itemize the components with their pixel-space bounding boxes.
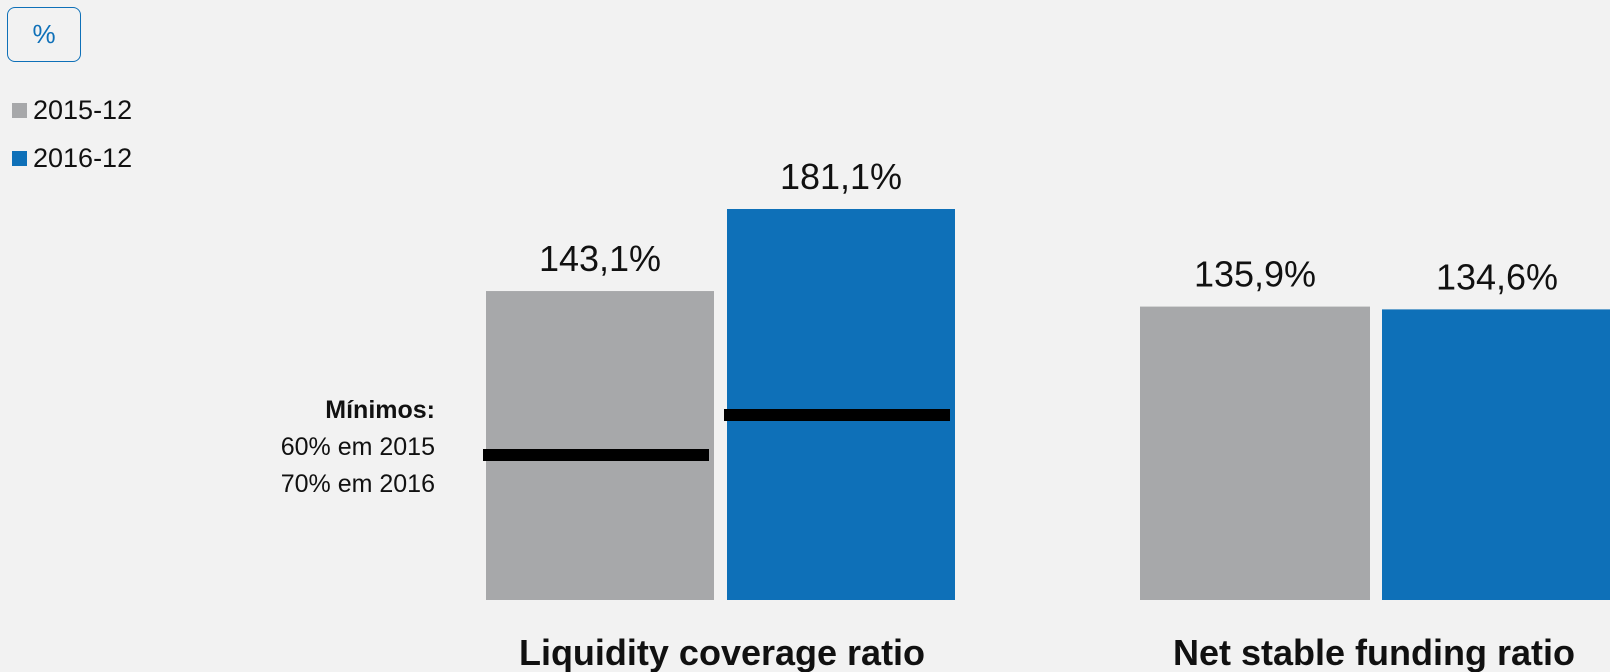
- unit-badge: %: [7, 7, 81, 62]
- legend-swatch-2016: [12, 150, 27, 166]
- minimums-note-line1: 60% em 2015: [280, 433, 435, 461]
- legend-swatch-2015: [12, 102, 27, 118]
- category-label-1: Net stable funding ratio: [1173, 632, 1575, 672]
- bar-2016-12-1: [1382, 309, 1610, 600]
- minimum-marker-2016-12: [724, 409, 950, 421]
- minimums-note: Mínimos: 60% em 2015 70% em 2016: [230, 392, 435, 503]
- minimums-note-line2: 70% em 2016: [280, 470, 435, 498]
- data-label-2015-12-0: 143,1%: [539, 238, 661, 279]
- bar-2016-12-0: [727, 209, 955, 600]
- data-label-2016-12-1: 134,6%: [1436, 256, 1558, 297]
- legend-item-2015: 2015-12: [12, 86, 132, 134]
- legend-item-2016: 2016-12: [12, 134, 132, 182]
- legend-label-2015: 2015-12: [33, 94, 133, 125]
- category-label-0: Liquidity coverage ratio: [519, 632, 925, 672]
- data-label-2015-12-1: 135,9%: [1194, 254, 1316, 295]
- minimums-note-title: Mínimos:: [325, 396, 435, 424]
- minimum-marker-2015-12: [483, 449, 709, 461]
- bar-2015-12-0: [486, 291, 714, 600]
- bar-2015-12-1: [1140, 306, 1370, 600]
- data-label-2016-12-0: 181,1%: [780, 156, 902, 197]
- legend-label-2016: 2016-12: [33, 142, 133, 173]
- legend: 2015-12 2016-12: [12, 86, 132, 182]
- unit-label: %: [32, 19, 56, 49]
